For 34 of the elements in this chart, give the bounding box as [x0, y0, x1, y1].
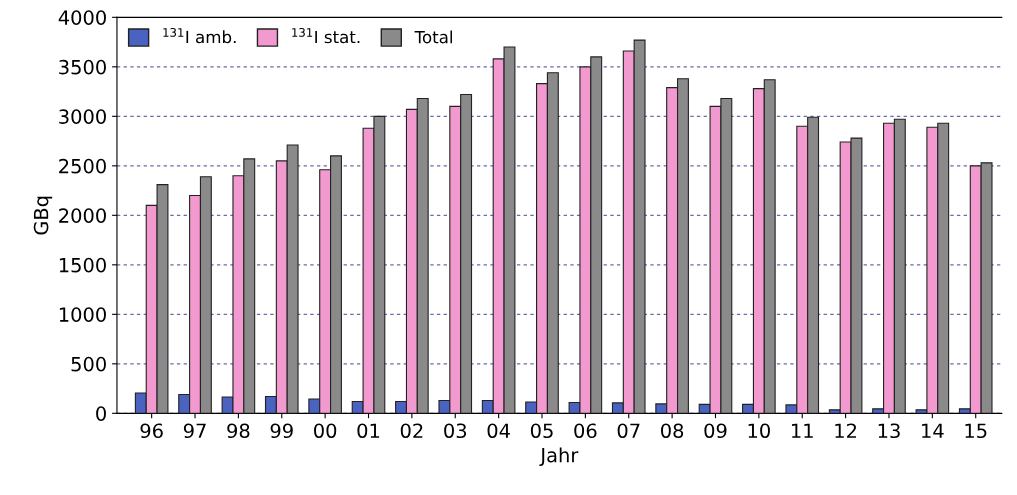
- y-tick-label: 3500: [59, 59, 106, 75]
- x-tick-label: 07: [617, 423, 640, 439]
- x-tick-label: 15: [965, 423, 987, 439]
- x-tick-label: 00: [314, 423, 337, 439]
- x-tick-label: 08: [661, 423, 684, 439]
- x-tick-label: 13: [878, 423, 900, 439]
- x-tick-label: 11: [792, 423, 813, 438]
- x-tick-label: 14: [922, 423, 944, 438]
- legend-label: $^{131}$I amb.: [163, 27, 236, 44]
- y-tick-label: 0: [96, 406, 106, 421]
- y-tick-label: 1000: [59, 307, 106, 322]
- x-tick-label: 12: [835, 423, 857, 438]
- y-tick-label: 500: [71, 356, 106, 372]
- x-tick-label: 01: [357, 423, 380, 439]
- legend-label: $^{131}$I stat.: [292, 27, 360, 44]
- x-tick-label: 99: [270, 423, 293, 439]
- x-tick-label: 02: [400, 423, 423, 439]
- y-tick-label: 3000: [59, 109, 106, 124]
- legend-label: Total: [414, 30, 452, 44]
- x-tick-label: 98: [227, 423, 250, 439]
- x-tick-label: 05: [530, 423, 553, 439]
- x-tick-label: 04: [487, 423, 510, 439]
- x-tick-label: 09: [704, 423, 727, 439]
- x-tick-label: 03: [444, 423, 467, 439]
- x-axis-title: Jahr: [539, 447, 579, 467]
- x-tick-label: 97: [183, 423, 206, 439]
- y-tick-label: 2000: [59, 208, 106, 223]
- x-tick-label: 96: [140, 423, 163, 439]
- y-tick-label: 1500: [59, 257, 106, 273]
- y-tick-label: 2500: [59, 158, 106, 174]
- x-tick-label: 06: [574, 423, 597, 439]
- x-tick-label: 10: [748, 423, 770, 439]
- y-axis-title: GBq: [33, 196, 53, 235]
- y-tick-label: 4000: [58, 10, 106, 25]
